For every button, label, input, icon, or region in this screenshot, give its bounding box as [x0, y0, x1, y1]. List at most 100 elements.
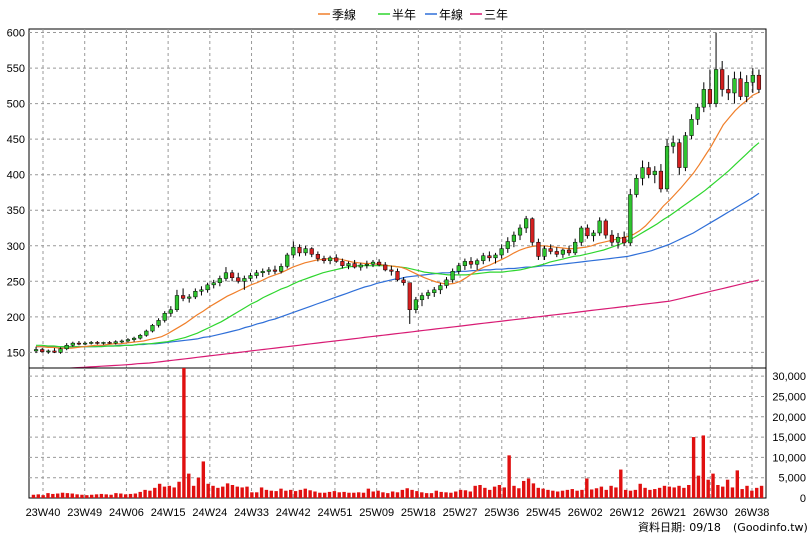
volume-bar	[172, 487, 176, 498]
volume-bar	[55, 493, 60, 498]
volume-bar	[41, 495, 45, 498]
candle-body	[144, 330, 149, 336]
candle-body	[266, 269, 271, 272]
volume-bar	[400, 489, 405, 498]
candle-body	[450, 271, 455, 281]
candle-body	[646, 167, 651, 175]
candle-body	[303, 248, 308, 254]
volume-bar	[177, 481, 181, 498]
volume-bar	[420, 492, 424, 498]
candle-body	[297, 246, 302, 254]
volume-bar	[322, 492, 327, 498]
volume-bar	[342, 491, 346, 498]
x-tick-label: 23W49	[67, 507, 102, 519]
price-panel: 150 200 250 300 350 400 450 500 550 600	[7, 28, 767, 371]
volume-bar	[555, 491, 560, 498]
volume-bar	[225, 483, 230, 498]
candle-body	[554, 251, 559, 255]
volume-bar	[206, 483, 210, 498]
volume-bar	[575, 490, 579, 498]
candle-body	[603, 220, 608, 236]
volume-bar	[46, 493, 50, 498]
volume-bar	[589, 489, 594, 498]
legend: 季線 半年 年線 三年	[318, 7, 508, 22]
volume-grid	[29, 368, 766, 498]
candle-body	[750, 74, 755, 83]
candle-body	[40, 349, 45, 352]
x-tick-label: 24W15	[151, 507, 186, 519]
candle-body	[389, 269, 394, 272]
candle-body	[573, 241, 578, 254]
volume-bar	[109, 494, 113, 498]
volume-bar	[196, 477, 201, 498]
volume-bar	[162, 486, 167, 498]
volume-bar	[298, 489, 303, 498]
candle-body	[628, 194, 633, 244]
volume-bar	[609, 485, 613, 498]
candle-body	[499, 248, 504, 256]
data-date-label: 資料日期: 09/18	[638, 520, 721, 534]
volume-bar	[245, 486, 249, 498]
candle-body	[579, 227, 584, 243]
candle-body	[211, 282, 216, 286]
volume-bar	[701, 435, 706, 498]
x-tick-label: 24W42	[276, 507, 311, 519]
volume-bar	[337, 492, 341, 498]
volume-bar	[250, 492, 254, 498]
volume-bar	[366, 488, 371, 498]
price-plot-area	[28, 28, 767, 369]
volume-bar	[148, 490, 152, 498]
volume-bar	[439, 491, 443, 498]
volume-plot-area	[28, 367, 767, 499]
candle-body	[33, 349, 39, 352]
candle-body	[193, 290, 198, 298]
candle-body	[683, 135, 688, 168]
volume-bar	[279, 488, 283, 498]
candle-body	[315, 254, 320, 259]
volume-bar	[424, 493, 429, 498]
volume-bar	[682, 487, 686, 498]
volume-bar	[371, 491, 375, 498]
candle-body	[560, 249, 565, 255]
candle-body	[444, 279, 449, 286]
volume-bar	[517, 488, 521, 498]
candle-body	[254, 272, 259, 276]
volume-bar	[585, 478, 589, 498]
volume-bar	[410, 489, 414, 498]
candle-body	[542, 248, 547, 257]
volume-bar	[740, 489, 744, 498]
volume-bar	[75, 494, 79, 498]
volume-bar	[123, 494, 128, 498]
volume-bar	[730, 487, 735, 498]
volume-bar	[221, 486, 225, 498]
volume-bar	[560, 490, 565, 498]
candle-body	[199, 289, 204, 292]
candle-body	[334, 257, 339, 262]
volume-bar	[264, 489, 269, 498]
volume-bar	[643, 487, 647, 498]
volume-bar	[473, 485, 477, 498]
candle-body	[744, 82, 749, 97]
volume-bar	[201, 461, 206, 498]
volume-bar	[696, 475, 701, 498]
candle-body	[707, 89, 713, 104]
candle-body	[658, 170, 664, 190]
volume-bar	[99, 493, 104, 498]
volume-bar	[60, 492, 65, 498]
volume-bar	[187, 473, 191, 498]
candle-body	[713, 69, 719, 104]
volume-bar	[429, 493, 434, 498]
candle-body	[677, 142, 682, 168]
candle-body	[419, 295, 425, 301]
legend-label: 年線	[439, 7, 463, 22]
candle-body	[82, 342, 88, 345]
volume-bar	[361, 492, 366, 498]
price-grid	[29, 29, 766, 368]
volume-bar	[745, 485, 749, 498]
volume-bar	[502, 487, 506, 498]
volume-bar	[648, 489, 652, 498]
candle-body	[487, 255, 492, 259]
candle-body	[107, 342, 112, 344]
volume-bar	[143, 489, 147, 498]
candle-body	[664, 146, 670, 190]
